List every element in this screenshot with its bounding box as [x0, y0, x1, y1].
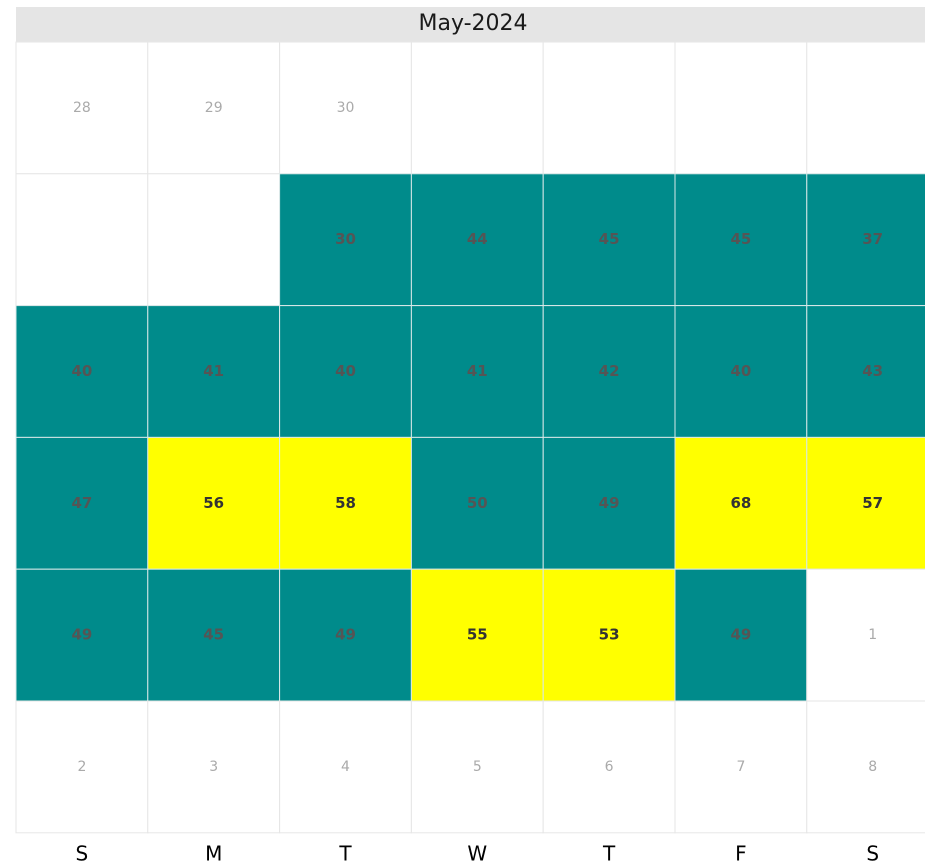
- weekday-label: T: [338, 842, 352, 866]
- empty-cell: [279, 41, 412, 175]
- day-label: 4: [341, 759, 350, 775]
- value-label: 45: [730, 230, 751, 248]
- value-label: 43: [862, 362, 883, 380]
- heat-cell: [147, 436, 281, 570]
- empty-cell: [147, 173, 281, 307]
- empty-cell: [15, 173, 149, 307]
- heat-cell: [674, 305, 808, 438]
- title-bar: [16, 7, 925, 42]
- heat-cell: [15, 568, 149, 702]
- day-label: 6: [605, 759, 614, 775]
- heat-cell: [410, 568, 544, 702]
- value-label: 49: [599, 494, 620, 512]
- value-label: 57: [862, 494, 883, 512]
- day-label: 30: [337, 100, 355, 116]
- heat-cell: [147, 305, 281, 438]
- day-label: 28: [73, 100, 91, 116]
- heat-cell: [674, 173, 808, 307]
- day-label: 3: [209, 759, 218, 775]
- heat-cell: [542, 305, 676, 438]
- value-label: 49: [730, 626, 751, 644]
- value-label: 49: [335, 626, 356, 644]
- weekday-label: S: [76, 842, 89, 866]
- chart-title: May-2024: [418, 11, 527, 36]
- heat-cell: [279, 305, 412, 438]
- heat-cell: [806, 436, 925, 570]
- heat-cell: [674, 436, 808, 570]
- value-label: 40: [730, 362, 751, 380]
- value-label: 58: [335, 494, 356, 512]
- empty-cell: [410, 700, 544, 834]
- value-label: 41: [203, 362, 224, 380]
- value-label: 30: [335, 230, 356, 248]
- value-label: 44: [467, 230, 488, 248]
- empty-cell: [410, 41, 544, 175]
- heat-cell: [279, 436, 412, 570]
- day-label: 1: [868, 627, 877, 643]
- weekday-label: S: [866, 842, 879, 866]
- value-label: 42: [599, 362, 620, 380]
- day-label: 5: [473, 759, 482, 775]
- day-label: 8: [868, 759, 877, 775]
- empty-cell: [147, 41, 281, 175]
- value-label: 45: [203, 626, 224, 644]
- value-label: 55: [467, 626, 488, 644]
- heat-cell: [806, 173, 925, 307]
- heat-cell: [542, 568, 676, 702]
- weekday-label: M: [205, 842, 222, 866]
- heat-cell: [15, 436, 149, 570]
- empty-cell: [806, 700, 925, 834]
- day-label: 29: [205, 100, 223, 116]
- empty-cell: [542, 41, 676, 175]
- day-label: 2: [77, 759, 86, 775]
- value-label: 49: [71, 626, 92, 644]
- heat-cell: [806, 305, 925, 438]
- heat-cell: [279, 173, 412, 307]
- heat-cell: [410, 436, 544, 570]
- empty-cell: [674, 41, 808, 175]
- heat-cell: [542, 436, 676, 570]
- day-label: 7: [736, 759, 745, 775]
- value-label: 56: [203, 494, 224, 512]
- value-label: 45: [599, 230, 620, 248]
- value-label: 40: [335, 362, 356, 380]
- value-label: 37: [862, 230, 883, 248]
- heat-cell: [147, 568, 281, 702]
- empty-cell: [15, 41, 149, 175]
- weekday-label: F: [735, 842, 747, 866]
- value-label: 47: [71, 494, 92, 512]
- weekday-label: T: [602, 842, 616, 866]
- heat-cell: [410, 305, 544, 438]
- empty-cell: [279, 700, 412, 834]
- value-label: 68: [730, 494, 751, 512]
- empty-cell: [542, 700, 676, 834]
- value-label: 50: [467, 494, 488, 512]
- empty-cell: [147, 700, 281, 834]
- empty-cell: [806, 41, 925, 175]
- value-label: 53: [599, 626, 620, 644]
- value-label: 40: [71, 362, 92, 380]
- empty-cell: [15, 700, 149, 834]
- empty-cell: [806, 568, 925, 702]
- weekday-label: W: [467, 842, 487, 866]
- value-label: 41: [467, 362, 488, 380]
- heat-cell: [15, 305, 149, 438]
